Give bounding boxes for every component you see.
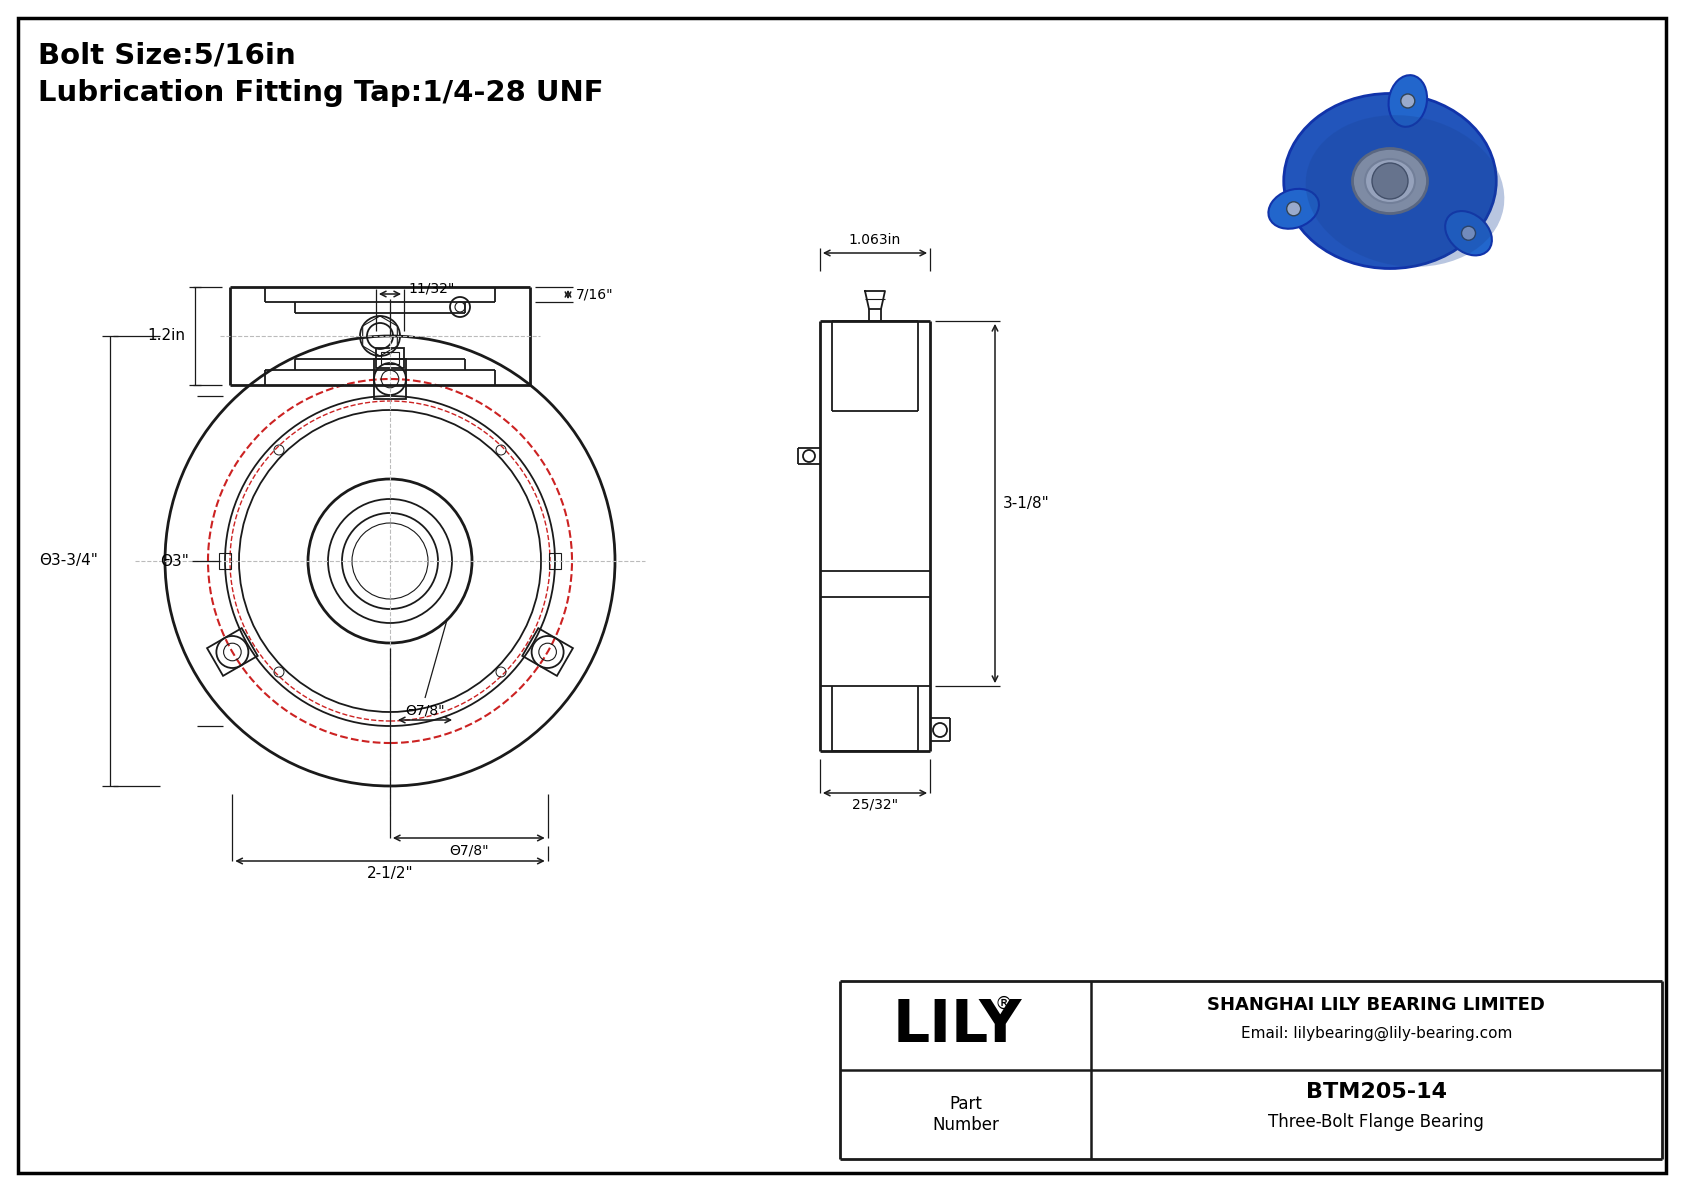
Ellipse shape — [1445, 211, 1492, 255]
Circle shape — [1372, 163, 1408, 199]
Bar — [376, 348, 404, 368]
Text: ®: ® — [994, 994, 1012, 1012]
Text: Θ3-3/4": Θ3-3/4" — [39, 554, 98, 568]
Ellipse shape — [1283, 94, 1497, 268]
Text: Θ7/8": Θ7/8" — [450, 843, 488, 858]
Text: Three-Bolt Flange Bearing: Three-Bolt Flange Bearing — [1268, 1114, 1484, 1131]
Ellipse shape — [1389, 75, 1426, 126]
Text: 1.2in: 1.2in — [147, 329, 185, 343]
Text: 11/32": 11/32" — [408, 282, 455, 297]
Text: LILY: LILY — [893, 997, 1022, 1054]
Text: Lubrication Fitting Tap:1/4-28 UNF: Lubrication Fitting Tap:1/4-28 UNF — [39, 79, 603, 107]
Ellipse shape — [1352, 149, 1428, 213]
Text: Part
Number: Part Number — [931, 1095, 999, 1134]
Text: SHANGHAI LILY BEARING LIMITED: SHANGHAI LILY BEARING LIMITED — [1207, 996, 1546, 1014]
Text: 1.063in: 1.063in — [849, 233, 901, 247]
Circle shape — [1287, 201, 1300, 216]
Text: BTM205-14: BTM205-14 — [1305, 1081, 1447, 1102]
Text: 7/16": 7/16" — [576, 287, 613, 301]
Ellipse shape — [1366, 160, 1415, 202]
Bar — [381, 353, 399, 364]
Text: Email: lilybearing@lily-bearing.com: Email: lilybearing@lily-bearing.com — [1241, 1025, 1512, 1041]
Text: 25/32": 25/32" — [852, 798, 898, 812]
Ellipse shape — [1305, 116, 1504, 267]
Circle shape — [1401, 94, 1415, 108]
Text: 2-1/2": 2-1/2" — [367, 866, 413, 881]
Text: Θ7/8": Θ7/8" — [406, 703, 445, 717]
Text: Bolt Size:5/16in: Bolt Size:5/16in — [39, 40, 296, 69]
Text: 3-1/8": 3-1/8" — [1004, 495, 1049, 511]
Bar — [549, 553, 561, 569]
Bar — [219, 553, 231, 569]
Text: Θ3": Θ3" — [160, 554, 189, 568]
Circle shape — [1462, 226, 1475, 241]
Ellipse shape — [1268, 189, 1319, 229]
